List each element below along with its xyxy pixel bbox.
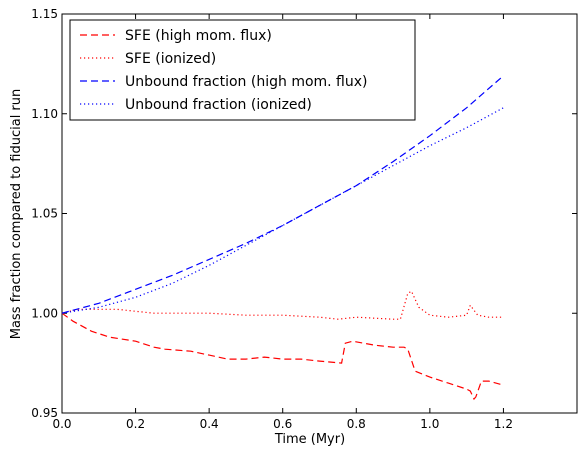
x-tick-label: 0.2 <box>126 417 145 431</box>
x-axis-label: Time (Myr) <box>274 432 345 447</box>
legend-label: SFE (high mom. flux) <box>125 28 272 44</box>
x-tick-label: 1.0 <box>420 417 439 431</box>
y-tick-label: 0.95 <box>31 406 58 420</box>
series-line-2 <box>61 75 504 314</box>
y-tick-label: 1.10 <box>31 107 58 121</box>
legend-label: Unbound fraction (ionized) <box>125 97 312 113</box>
y-tick-label: 1.15 <box>31 7 58 21</box>
legend: SFE (high mom. flux) SFE (ionized) Unbound… <box>69 19 416 121</box>
y-tick-label: 1.05 <box>31 207 58 221</box>
x-tick-label: 0.0 <box>52 417 71 431</box>
legend-label: SFE (ionized) <box>125 51 216 67</box>
series-line-3 <box>61 107 504 314</box>
axis-ticks: 0.0 0.2 0.4 0.6 0.8 1.0 1.2 0.95 1.00 1.05 1.10 1.1… <box>31 7 577 431</box>
series-lines <box>61 75 504 401</box>
x-tick-label: 0.4 <box>200 417 219 431</box>
legend-label: Unbound fraction (high mom. flux) <box>125 74 368 90</box>
series-line-0 <box>61 312 504 401</box>
x-tick-label: 1.2 <box>494 417 513 431</box>
y-tick-label: 1.00 <box>31 306 58 320</box>
series-line-1 <box>61 290 504 320</box>
x-tick-label: 0.6 <box>273 417 292 431</box>
legend-box <box>69 19 416 121</box>
x-tick-label: 0.8 <box>347 417 366 431</box>
y-axis-label: Mass fraction compared to fiducial run <box>9 89 24 340</box>
